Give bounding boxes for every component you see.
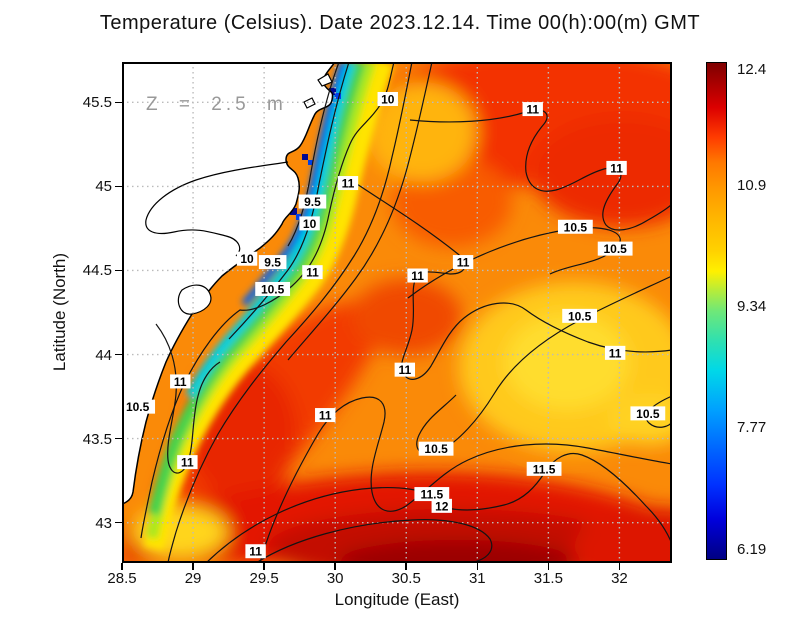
svg-text:11: 11	[319, 409, 332, 423]
contour-label: 10.5	[562, 308, 598, 323]
contour-label: 11	[170, 374, 191, 389]
contour-label: 11.5	[526, 461, 562, 476]
svg-text:11.5: 11.5	[533, 462, 556, 476]
plot-frame	[122, 62, 672, 563]
contour-labels: 10 11 11 11 9.5 10 10.5 10.5 10 9.5 11 11 11 10.5 10.5…	[122, 91, 666, 559]
svg-text:10: 10	[381, 92, 395, 106]
contour-label: 10.5	[122, 399, 156, 414]
x-tick-label: 31.5	[533, 570, 563, 587]
colorbar	[706, 62, 727, 560]
y-tick-mark	[115, 185, 122, 188]
y-tick-label: 44	[95, 346, 112, 364]
contour-label: 11	[315, 408, 336, 423]
contour-label: 11	[452, 255, 474, 270]
svg-text:11: 11	[174, 375, 187, 389]
x-tick-label: 30.5	[391, 570, 421, 587]
svg-text:12: 12	[435, 499, 449, 513]
svg-text:10.5: 10.5	[636, 407, 660, 421]
y-tick-mark	[115, 269, 122, 272]
contour-label: 10	[299, 216, 320, 231]
svg-text:11: 11	[398, 363, 411, 377]
contour-label: 11	[177, 455, 198, 470]
svg-text:11: 11	[457, 256, 470, 270]
colorbar-tick-label: 7.77	[737, 418, 767, 436]
x-axis-label: Longitude (East)	[334, 590, 460, 609]
contour-label: 11	[245, 544, 266, 559]
contour-label: 10.5	[630, 406, 666, 421]
contour-label: 9.5	[298, 194, 327, 209]
x-tick-mark	[547, 563, 550, 570]
y-tick-mark	[115, 521, 122, 524]
x-tick-label: 29.5	[249, 570, 279, 587]
contour-label: 11	[302, 265, 323, 280]
x-tick-mark	[334, 563, 336, 570]
contour-label: 11	[606, 160, 627, 175]
y-tick-mark	[115, 101, 122, 104]
contour-label: 11	[337, 176, 359, 191]
filled-contour-field: 10 11 11 11 9.5 10 10.5 10.5 10 9.5 11 11 11 10.5 10.5…	[122, 62, 672, 563]
y-tick-label: 43.5	[82, 430, 112, 448]
contour-label: 11	[394, 362, 416, 377]
svg-text:11: 11	[306, 266, 319, 280]
svg-text:10: 10	[240, 252, 254, 266]
svg-text:10: 10	[303, 217, 317, 231]
svg-text:11.5: 11.5	[420, 488, 443, 502]
svg-text:11: 11	[342, 177, 355, 191]
svg-text:10.5: 10.5	[568, 309, 592, 323]
x-tick-label: 29	[184, 570, 202, 587]
contour-label: 11	[407, 268, 428, 283]
colorbar-tick-label: 6.19	[737, 541, 767, 558]
contour-label: 9.5	[258, 255, 287, 270]
x-tick-label: 31	[468, 570, 486, 587]
contour-label: 10.5	[597, 241, 633, 256]
svg-text:11: 11	[249, 545, 262, 559]
svg-text:10.5: 10.5	[261, 282, 285, 296]
contour-label: 10.5	[255, 281, 291, 296]
contour-label: 10.5	[418, 441, 454, 456]
svg-text:11: 11	[526, 103, 539, 117]
contour-label: 11.5	[414, 487, 450, 502]
svg-text:9.5: 9.5	[264, 256, 281, 270]
x-tick-mark	[618, 563, 621, 570]
y-tick-label: 44.5	[82, 262, 112, 280]
y-tick-mark	[115, 437, 122, 440]
svg-text:10.5: 10.5	[126, 400, 150, 414]
contour-lines	[140, 62, 672, 563]
x-tick-label: 32	[611, 570, 628, 587]
contour-label: 11	[604, 345, 626, 360]
x-tick-mark	[121, 563, 123, 570]
svg-text:9.5: 9.5	[304, 195, 321, 209]
x-tick-mark	[476, 563, 479, 570]
y-tick-label: 45	[95, 178, 112, 196]
coastline-details	[145, 73, 333, 315]
contour-label: 12	[431, 498, 452, 513]
y-tick-label: 43	[95, 514, 112, 532]
x-tick-label: 28.5	[107, 570, 137, 587]
contour-label: 10	[236, 251, 258, 266]
svg-text:11: 11	[610, 161, 623, 175]
x-tick-mark	[263, 563, 265, 570]
x-tick-mark	[405, 563, 407, 570]
x-tick-label: 30	[326, 570, 344, 587]
colorbar-tick-label: 10.9	[737, 176, 767, 194]
colorbar-tick-label: 9.34	[737, 297, 767, 315]
svg-text:11: 11	[609, 346, 622, 360]
depth-annotation: Z = 2.5 m	[146, 94, 287, 115]
map-plot-area: 10 11 11 11 9.5 10 10.5 10.5 10 9.5 11 11 11 10.5 10.5…	[122, 62, 672, 563]
contour-label: 11	[522, 102, 543, 117]
colorbar-tick-label: 12.4	[737, 61, 767, 78]
svg-text:10.5: 10.5	[603, 242, 627, 256]
svg-text:10.5: 10.5	[564, 220, 588, 234]
contour-label: 10	[377, 91, 398, 106]
x-tick-mark	[192, 563, 194, 570]
svg-text:10.5: 10.5	[424, 442, 448, 456]
svg-text:11: 11	[181, 456, 194, 470]
svg-text:11: 11	[411, 269, 424, 283]
plot-title: Temperature (Celsius). Date 2023.12.14. …	[99, 12, 701, 34]
y-tick-label: 45.5	[82, 94, 112, 112]
y-tick-mark	[115, 353, 122, 356]
contour-label: 10.5	[557, 219, 593, 234]
